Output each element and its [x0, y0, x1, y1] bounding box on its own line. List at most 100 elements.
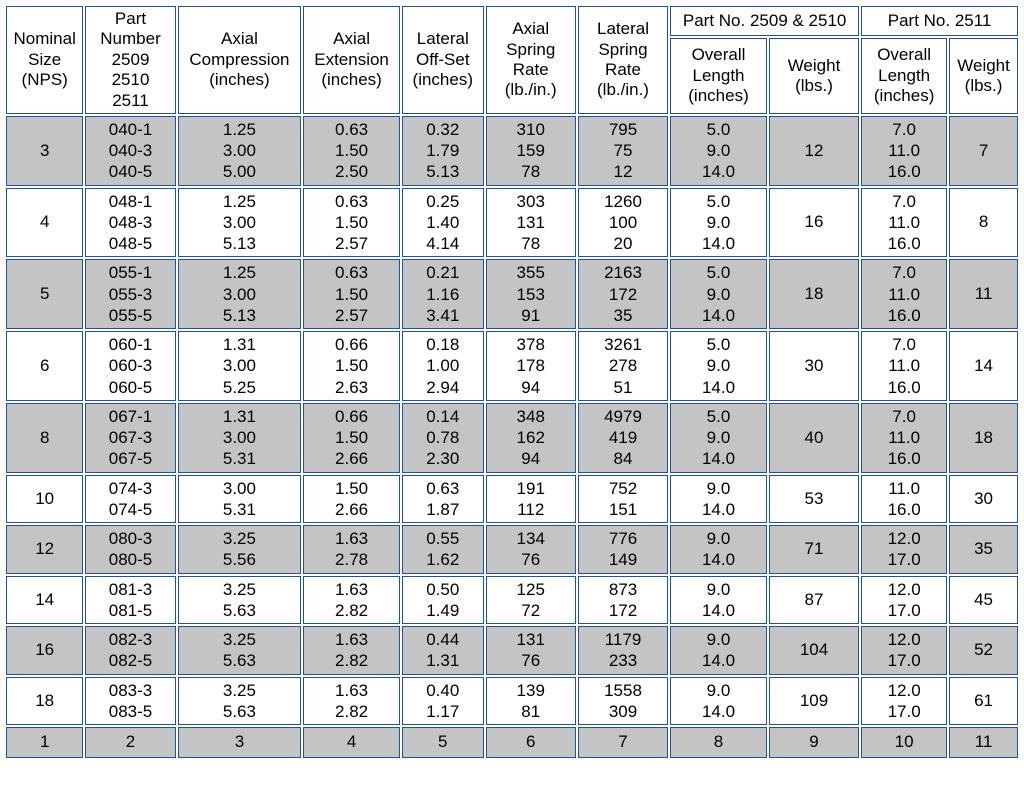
cell-value: 11.0 — [862, 140, 946, 161]
table-row: 16082-3082-53.255.631.632.820.441.311317… — [6, 626, 1018, 675]
cell-value: 1.87 — [403, 499, 483, 520]
cell-nps: 16 — [6, 626, 83, 675]
cell-value: 055-5 — [86, 305, 174, 326]
cell-value: 1.50 — [304, 355, 399, 376]
cell-value: 9.0 — [671, 140, 766, 161]
cell-value: 178 — [487, 355, 575, 376]
cell-weight-b: 8 — [949, 188, 1018, 258]
cell-overall-length-a: 5.09.014.0 — [670, 259, 767, 329]
cell-value: 9.0 — [671, 427, 766, 448]
cell-value: 083-5 — [86, 701, 174, 722]
cell-weight-a: 104 — [769, 626, 859, 675]
cell-value: 131 — [487, 212, 575, 233]
cell-value: 1.25 — [179, 119, 301, 140]
cell-value: 151 — [579, 499, 667, 520]
cell-value: 060-1 — [86, 334, 174, 355]
cell-value: 4979 — [579, 406, 667, 427]
cell-value: 1558 — [579, 680, 667, 701]
cell-value: 12 — [579, 161, 667, 182]
cell-value: 112 — [487, 499, 575, 520]
cell-part: 055-1055-3055-5 — [85, 259, 175, 329]
table-body: 3040-1040-3040-51.253.005.000.631.502.50… — [6, 116, 1018, 725]
footer-cell: 10 — [861, 727, 947, 757]
cell-value: 100 — [579, 212, 667, 233]
cell-value: 172 — [579, 284, 667, 305]
cell-overall-length-a: 9.014.0 — [670, 576, 767, 625]
cell-value: 1.79 — [403, 140, 483, 161]
cell-value: 153 — [487, 284, 575, 305]
cell-value: 795 — [579, 119, 667, 140]
cell-value: 14.0 — [671, 305, 766, 326]
cell-value: 3.25 — [179, 528, 301, 549]
table-footer: 1234567891011 — [6, 727, 1018, 757]
cell-value: 0.44 — [403, 629, 483, 650]
cell-value: 94 — [487, 448, 575, 469]
cell-value: 81 — [487, 701, 575, 722]
cell-value: 2.82 — [304, 600, 399, 621]
cell-axial-compression: 1.313.005.31 — [178, 403, 302, 473]
header-text: Overall — [862, 45, 946, 65]
cell-value: 1179 — [579, 629, 667, 650]
cell-value: 040-3 — [86, 140, 174, 161]
header-text: 2511 — [86, 91, 174, 111]
cell-value: 3.41 — [403, 305, 483, 326]
cell-value: 3.25 — [179, 680, 301, 701]
cell-axial-compression: 3.255.63 — [178, 576, 302, 625]
cell-value: 067-5 — [86, 448, 174, 469]
cell-value: 348 — [487, 406, 575, 427]
footer-cell: 2 — [85, 727, 175, 757]
header-text: Axial — [487, 19, 575, 39]
cell-value: 3.00 — [179, 284, 301, 305]
header-text: (lbs.) — [770, 76, 858, 96]
cell-value: 0.55 — [403, 528, 483, 549]
cell-value: 067-3 — [86, 427, 174, 448]
cell-overall-length-a: 5.09.014.0 — [670, 403, 767, 473]
header-text: Length — [671, 66, 766, 86]
cell-value: 1.40 — [403, 212, 483, 233]
cell-value: 14.0 — [671, 549, 766, 570]
cell-value: 5.63 — [179, 701, 301, 722]
cell-lateral-offset: 0.211.163.41 — [402, 259, 484, 329]
cell-lateral-offset: 0.501.49 — [402, 576, 484, 625]
cell-lateral-offset: 0.401.17 — [402, 677, 484, 726]
cell-value: 0.66 — [304, 334, 399, 355]
cell-value: 3.00 — [179, 212, 301, 233]
cell-value: 5.13 — [179, 233, 301, 254]
cell-value: 75 — [579, 140, 667, 161]
cell-value: 0.78 — [403, 427, 483, 448]
cell-value: 91 — [487, 305, 575, 326]
col-lateral-spring-rate: Lateral Spring Rate (lb./in.) — [578, 6, 668, 114]
cell-value: 11.0 — [862, 355, 946, 376]
cell-value: 11.0 — [862, 478, 946, 499]
cell-lateral-spring-rate: 873172 — [578, 576, 668, 625]
header-text: Spring — [487, 40, 575, 60]
cell-overall-length-b: 12.017.0 — [861, 626, 947, 675]
header-text: Extension — [304, 50, 399, 70]
cell-part: 048-1048-3048-5 — [85, 188, 175, 258]
cell-weight-b: 14 — [949, 331, 1018, 401]
col-axial-extension: Axial Extension (inches) — [303, 6, 400, 114]
cell-overall-length-b: 7.011.016.0 — [861, 116, 947, 186]
cell-axial-compression: 3.255.63 — [178, 677, 302, 726]
cell-value: 080-5 — [86, 549, 174, 570]
cell-value: 3.00 — [179, 427, 301, 448]
cell-value: 9.0 — [671, 629, 766, 650]
col-weight-b: Weight (lbs.) — [949, 38, 1018, 114]
cell-weight-b: 11 — [949, 259, 1018, 329]
cell-value: 1.62 — [403, 549, 483, 570]
cell-value: 159 — [487, 140, 575, 161]
cell-weight-a: 71 — [769, 525, 859, 574]
table-row: 6060-1060-3060-51.313.005.250.661.502.63… — [6, 331, 1018, 401]
col-part-number: Part Number 2509 2510 2511 — [85, 6, 175, 114]
cell-weight-b: 52 — [949, 626, 1018, 675]
cell-value: 9.0 — [671, 680, 766, 701]
cell-lateral-offset: 0.251.404.14 — [402, 188, 484, 258]
cell-nps: 4 — [6, 188, 83, 258]
cell-nps: 8 — [6, 403, 83, 473]
cell-value: 3261 — [579, 334, 667, 355]
cell-value: 048-5 — [86, 233, 174, 254]
cell-axial-compression: 1.313.005.25 — [178, 331, 302, 401]
header-text: 2509 — [86, 50, 174, 70]
cell-value: 7.0 — [862, 191, 946, 212]
cell-value: 7.0 — [862, 406, 946, 427]
